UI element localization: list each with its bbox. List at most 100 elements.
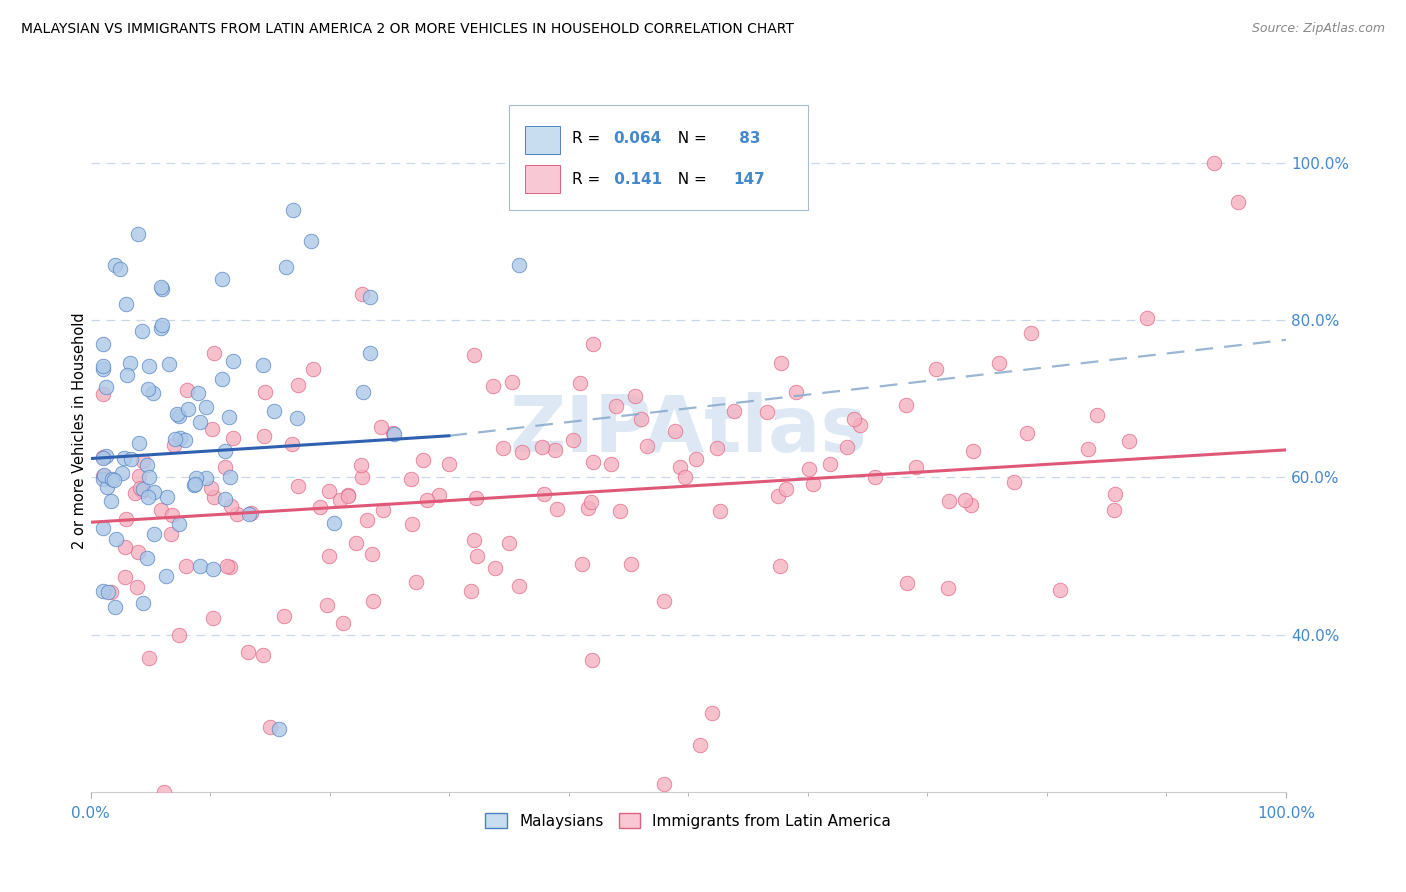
Point [115,297,138,311]
Point [332,615,354,630]
Point [186,471,208,485]
Point [91,337,114,351]
Point [381,426,404,441]
Point [361,547,384,561]
Point [202,346,225,360]
Point [287,378,309,392]
Point [120,356,142,370]
Point [273,609,295,624]
Point [269,722,291,736]
Point [217,559,239,574]
Point [797,462,820,476]
Text: 0.141: 0.141 [609,171,662,186]
Point [214,444,236,458]
Point [481,379,503,393]
Point [281,437,304,451]
Point [132,482,155,496]
Point [104,532,127,546]
Point [218,470,240,484]
Point [94,380,117,394]
Point [194,471,217,485]
Point [211,372,233,386]
Point [936,581,959,595]
Point [582,336,605,351]
Point [115,368,138,382]
Point [152,785,174,799]
Point [508,258,530,272]
Point [259,720,281,734]
Point [723,403,745,417]
Point [427,488,450,502]
Point [463,348,485,362]
Point [543,442,565,457]
Point [636,439,658,453]
Point [91,583,114,598]
Point [308,500,330,515]
Point [405,575,427,590]
Point [188,559,211,574]
Point [962,444,984,458]
Text: 147: 147 [734,171,765,186]
Point [1015,425,1038,440]
Point [1077,442,1099,456]
Point [127,580,149,594]
Point [218,560,240,574]
Point [128,468,150,483]
Point [630,412,652,426]
Point [318,483,340,498]
Text: 0.064: 0.064 [613,131,661,146]
Point [91,359,114,373]
Point [96,480,118,494]
Point [576,501,599,516]
Point [350,470,373,484]
Point [301,361,323,376]
Point [620,558,643,572]
Point [344,536,367,550]
Point [801,477,824,491]
Point [167,628,190,642]
Point [187,386,209,401]
Point [329,493,352,508]
Point [863,470,886,484]
Point [100,585,122,599]
Point [571,558,593,572]
Point [1021,326,1043,341]
Point [136,382,159,396]
Point [623,389,645,403]
Point [370,420,392,434]
Point [111,466,134,480]
Point [401,516,423,531]
Point [263,404,285,418]
Point [100,494,122,508]
Point [652,594,675,608]
Point [276,260,298,274]
Point [138,359,160,373]
Point [129,482,152,496]
Point [169,431,191,445]
Point [131,325,153,339]
Point [1102,503,1125,517]
Point [195,400,218,414]
Point [253,428,276,442]
Text: R =: R = [572,171,606,186]
Point [155,569,177,583]
Point [91,362,114,376]
Point [484,561,506,575]
Point [844,411,866,425]
Point [103,258,125,272]
Point [238,508,260,522]
Point [201,422,224,436]
Point [463,533,485,548]
Point [600,458,623,472]
Point [581,653,603,667]
Point [142,386,165,401]
Point [143,484,166,499]
Point [498,536,520,550]
Point [766,489,789,503]
Point [609,504,631,518]
Point [221,499,243,513]
Point [163,438,186,452]
Legend: Malaysians, Immigrants from Latin America: Malaysians, Immigrants from Latin Americ… [479,807,897,835]
Point [350,458,373,472]
FancyBboxPatch shape [524,127,561,154]
